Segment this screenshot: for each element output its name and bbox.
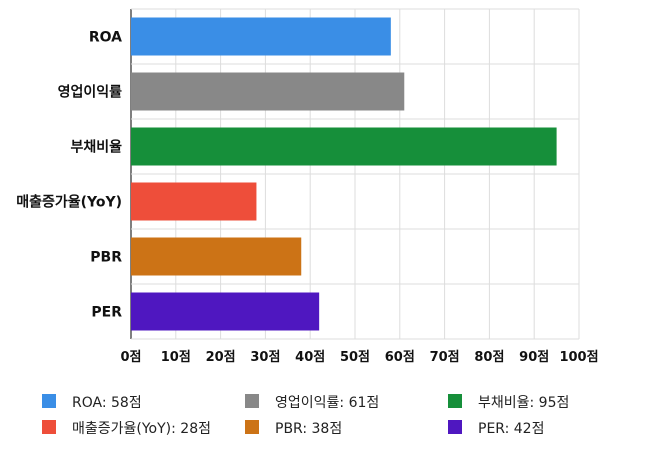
bar xyxy=(131,72,405,111)
x-tick-label: 70점 xyxy=(430,350,460,365)
x-tick-label: 50점 xyxy=(340,350,370,365)
x-tick-labels: 0점 10점 20점 30점 40점 50점 60점 70점 80점 90점 100점 xyxy=(120,350,598,365)
bar-layer xyxy=(131,17,557,331)
legend-label: 부채비율: 95점 xyxy=(478,395,569,411)
x-tick-label: 100점 xyxy=(559,350,598,365)
category-label: ROA xyxy=(89,30,122,46)
bar xyxy=(131,292,320,331)
legend-swatch xyxy=(448,394,462,408)
x-tick-label: 80점 xyxy=(474,350,504,365)
x-tick-label: 60점 xyxy=(385,350,415,365)
legend-label: PER: 42점 xyxy=(478,421,544,437)
x-tick-label: 0점 xyxy=(120,350,141,365)
category-label: 부채비율 xyxy=(70,139,122,156)
legend-label: 매출증가율(YoY): 28점 xyxy=(72,421,211,437)
bar xyxy=(131,237,302,276)
x-tick-label: 20점 xyxy=(206,350,236,365)
bar xyxy=(131,182,257,221)
bar xyxy=(131,127,557,166)
x-tick-label: 30점 xyxy=(250,350,280,365)
category-label: PBR xyxy=(90,250,122,266)
legend-swatch xyxy=(245,420,259,434)
bar xyxy=(131,17,391,56)
legend-swatch xyxy=(448,420,462,434)
x-tick-label: 40점 xyxy=(295,350,325,365)
legend-swatch xyxy=(245,394,259,408)
legend-swatch xyxy=(42,420,56,434)
category-label: 매출증가율(YoY) xyxy=(16,194,122,211)
legend-label: PBR: 38점 xyxy=(275,421,342,437)
category-label: PER xyxy=(91,305,122,321)
legend-label: 영업이익률: 61점 xyxy=(275,395,379,411)
legend-swatch xyxy=(42,394,56,408)
category-label: 영업이익률 xyxy=(58,84,123,101)
legend-label: ROA: 58점 xyxy=(72,395,142,411)
x-tick-label: 10점 xyxy=(161,350,191,365)
x-tick-label: 90점 xyxy=(519,350,549,365)
grid-layer xyxy=(130,8,580,340)
